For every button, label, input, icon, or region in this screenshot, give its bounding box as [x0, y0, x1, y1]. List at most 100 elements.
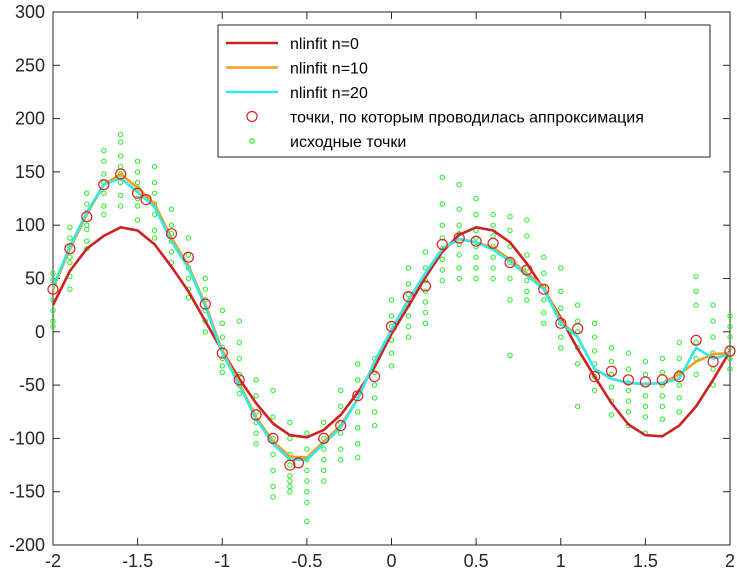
- raw-point: [338, 387, 344, 394]
- y-tick-label: -100: [9, 428, 45, 448]
- raw-point: [490, 265, 496, 271]
- raw-point: [439, 174, 445, 180]
- legend-label: nlinfit n=0: [290, 36, 359, 53]
- raw-point: [422, 288, 429, 294]
- raw-point: [321, 467, 327, 474]
- raw-point: [490, 254, 496, 260]
- fit-point: [504, 256, 516, 269]
- raw-point: [439, 267, 445, 273]
- y-tick-label: 100: [15, 215, 45, 235]
- raw-point: [676, 409, 682, 415]
- fit-point: [81, 211, 93, 223]
- raw-point: [388, 313, 395, 319]
- raw-point: [355, 425, 361, 431]
- raw-point: [338, 430, 344, 436]
- fit-point: [216, 347, 228, 359]
- raw-point: [355, 454, 361, 461]
- raw-point: [134, 179, 141, 186]
- raw-point: [608, 358, 615, 365]
- raw-point: [338, 446, 344, 452]
- raw-point: [253, 393, 259, 399]
- x-tick-label: 0.5: [464, 551, 489, 571]
- raw-point: [524, 252, 530, 258]
- raw-point: [608, 345, 615, 351]
- fit-point: [98, 179, 110, 191]
- raw-point: [84, 190, 90, 196]
- raw-point: [270, 467, 276, 474]
- raw-point: [439, 222, 445, 228]
- raw-point: [151, 163, 158, 170]
- raw-point: [67, 224, 73, 231]
- raw-point: [84, 201, 90, 207]
- raw-point: [355, 361, 361, 367]
- raw-point: [541, 270, 547, 276]
- raw-point: [270, 387, 276, 394]
- y-tick-label: 50: [25, 269, 45, 289]
- fit-point: [284, 459, 296, 471]
- fit-point: [690, 334, 702, 346]
- raw-point: [456, 275, 462, 282]
- raw-point: [236, 339, 242, 346]
- raw-point: [134, 195, 141, 202]
- raw-point: [101, 171, 107, 177]
- raw-point: [693, 371, 699, 378]
- raw-point: [84, 226, 90, 233]
- raw-point: [101, 211, 107, 218]
- raw-point: [270, 451, 276, 458]
- raw-point: [422, 299, 429, 305]
- raw-point: [507, 227, 513, 234]
- raw-point: [405, 265, 412, 271]
- raw-point: [151, 190, 158, 196]
- fit-point: [140, 194, 152, 206]
- raw-point: [202, 329, 209, 335]
- raw-point: [371, 395, 378, 401]
- fit-point: [267, 432, 279, 444]
- raw-point: [659, 403, 665, 410]
- raw-point: [558, 345, 564, 351]
- fit-point: [369, 371, 381, 383]
- raw-point: [219, 369, 226, 375]
- raw-point: [405, 334, 412, 340]
- raw-point: [134, 203, 141, 209]
- raw-point: [473, 254, 479, 260]
- raw-point: [168, 249, 175, 255]
- fit-point: [555, 317, 567, 329]
- x-tick-label: 0: [386, 551, 396, 571]
- raw-point: [524, 297, 530, 303]
- fit-point: [318, 432, 330, 444]
- raw-point: [67, 286, 73, 292]
- raw-point: [456, 206, 462, 212]
- raw-point: [456, 241, 462, 248]
- raw-point: [541, 254, 547, 260]
- legend-label: nlinfit n=20: [290, 85, 368, 102]
- raw-point: [118, 192, 124, 199]
- raw-point: [608, 384, 615, 390]
- raw-point: [84, 246, 90, 252]
- raw-point: [355, 441, 361, 447]
- axes: -2 -1.5 -1 -0.5 0 0.5 1 1.5 2 -200 -150 -100 -50 0 50 1…: [9, 2, 735, 571]
- raw-point: [118, 139, 124, 145]
- legend-swatch-marker: [246, 110, 258, 123]
- raw-point: [304, 446, 310, 452]
- raw-point: [710, 302, 716, 308]
- raw-point: [321, 419, 327, 426]
- fit-point: [724, 345, 736, 357]
- raw-point: [676, 355, 682, 362]
- fit-point: [673, 371, 685, 383]
- raw-point: [118, 131, 124, 138]
- raw-point: [676, 395, 682, 401]
- raw-point: [202, 286, 209, 292]
- raw-point: [304, 467, 310, 474]
- y-tick-label: 300: [15, 2, 45, 22]
- raw-point: [371, 422, 378, 429]
- raw-point: [659, 369, 665, 375]
- raw-point: [287, 419, 293, 426]
- raw-point: [456, 252, 462, 258]
- x-tick-label: 1: [556, 551, 566, 571]
- raw-point: [456, 182, 462, 188]
- x-tick-label: -1: [214, 551, 230, 571]
- raw-point: [219, 363, 226, 369]
- raw-point: [50, 318, 56, 324]
- raw-point: [388, 363, 395, 369]
- legend: nlinfit n=0 nlinfit n=10 nlinfit n=20 точки…: [217, 24, 711, 158]
